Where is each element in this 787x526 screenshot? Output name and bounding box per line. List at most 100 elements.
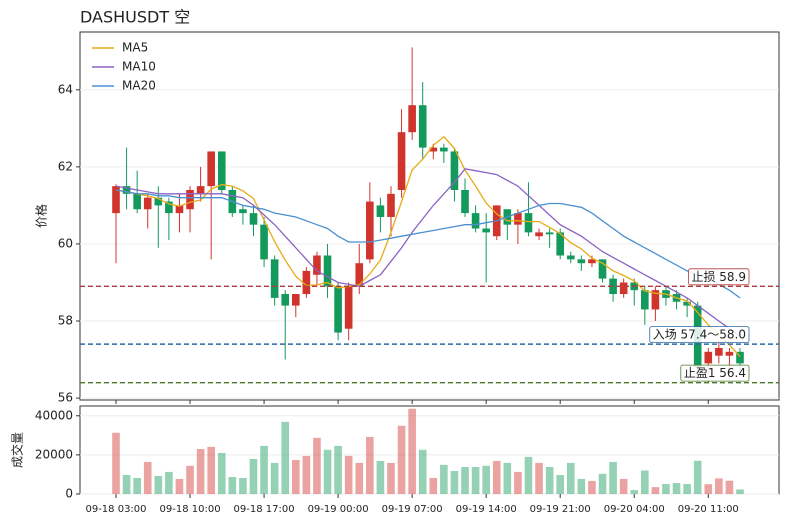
candle-body (133, 193, 141, 210)
x-tick-label: 09-19 21:00 (530, 504, 591, 515)
volume-axis-label: 成交量 (10, 432, 25, 468)
level-label-box (680, 364, 750, 382)
candle-body (461, 189, 469, 214)
candle-body (514, 213, 522, 225)
candle-body (291, 294, 300, 306)
volume-bar (186, 465, 194, 494)
chart-title: DASHUSDT 空 (80, 8, 190, 27)
volume-bar (619, 478, 628, 494)
level-label-box (649, 326, 750, 344)
volume-bar (175, 478, 184, 494)
level-label: 入场 57.4～58.0 (653, 328, 746, 342)
candle-body (376, 205, 385, 217)
candle-body (577, 259, 586, 264)
volume-bar (545, 467, 554, 494)
volume-bar (566, 462, 575, 494)
volume-bar (196, 449, 205, 494)
volume-bar (429, 477, 438, 494)
ma-line (115, 168, 741, 337)
volume-bar (503, 462, 512, 494)
candle-body (154, 197, 163, 206)
volume-bar (577, 478, 586, 494)
candle-body (482, 228, 490, 233)
volume-bar (323, 449, 332, 494)
volume-bar (228, 476, 237, 494)
candle-body (566, 255, 575, 260)
candle-body (651, 290, 660, 310)
x-tick-label: 09-19 00:00 (308, 504, 369, 515)
candle-body (619, 282, 628, 295)
volume-bar (165, 471, 173, 494)
candle-body (397, 132, 406, 190)
volume-bar (514, 471, 522, 494)
volume-bar (302, 455, 311, 494)
volume-bar (239, 477, 247, 494)
candle-body (355, 263, 364, 287)
volume-bar (313, 437, 321, 494)
candle-body (715, 347, 723, 356)
volume-bar (492, 460, 501, 494)
candle-body (704, 351, 713, 364)
volume-bar (355, 462, 364, 494)
x-tick-label: 09-20 04:00 (604, 504, 665, 515)
x-tick-label: 09-19 14:00 (456, 504, 517, 515)
level-label: 止盈1 56.4 (684, 366, 746, 380)
volume-bar (683, 484, 691, 494)
volume-tick-label: 20000 (35, 447, 73, 461)
volume-bar (154, 476, 163, 494)
candle-body (641, 290, 649, 310)
candle-body (165, 201, 173, 214)
volume-bar (260, 445, 268, 494)
candle-body (387, 193, 395, 217)
candle-body (609, 278, 617, 295)
volume-bar (112, 432, 120, 494)
price-frame (79, 31, 780, 401)
volume-bar (133, 477, 141, 494)
volume-bar (598, 473, 607, 494)
volume-bar (387, 462, 395, 494)
candle-body (249, 213, 258, 225)
y-tick-label: 56 (58, 391, 73, 405)
legend-label: MA5 (122, 41, 148, 55)
y-tick-label: 60 (58, 236, 73, 250)
volume-bar (651, 487, 660, 494)
candle-body (524, 213, 533, 233)
volume-bar (482, 465, 490, 494)
volume-bar (143, 461, 152, 494)
volume-bar (217, 452, 226, 494)
volume-bar (704, 484, 713, 494)
candle-body (440, 147, 448, 152)
volume-bar (376, 460, 385, 494)
volume-bar (334, 445, 342, 494)
volume-bar (366, 436, 374, 494)
volume-bar (662, 484, 670, 494)
x-tick-label: 09-18 17:00 (234, 504, 295, 515)
candle-body (313, 255, 321, 275)
volume-bar (461, 467, 469, 494)
x-tick-label: 09-19 07:00 (382, 504, 443, 515)
volume-bar (440, 464, 448, 494)
legend-label: MA20 (122, 79, 156, 93)
volume-bar (725, 480, 734, 494)
candle-body (429, 147, 438, 152)
candle-body (239, 209, 247, 214)
volume-bar (630, 490, 639, 494)
ma-line (115, 189, 741, 299)
volume-bar (588, 480, 596, 494)
candle-body (112, 186, 120, 214)
volume-bar (450, 470, 459, 494)
volume-bar (609, 461, 617, 494)
candle-body (217, 151, 226, 190)
candle-body (598, 259, 607, 279)
candle-body (418, 105, 427, 148)
candle-body (175, 205, 184, 214)
candle-body (323, 255, 332, 287)
level-label-box (688, 268, 750, 286)
ma-line (115, 135, 741, 357)
candle-body (186, 189, 194, 210)
volume-bar (693, 460, 702, 494)
y-tick-label: 58 (58, 314, 73, 328)
candle-body (122, 186, 131, 194)
x-tick-label: 09-18 10:00 (160, 504, 221, 515)
